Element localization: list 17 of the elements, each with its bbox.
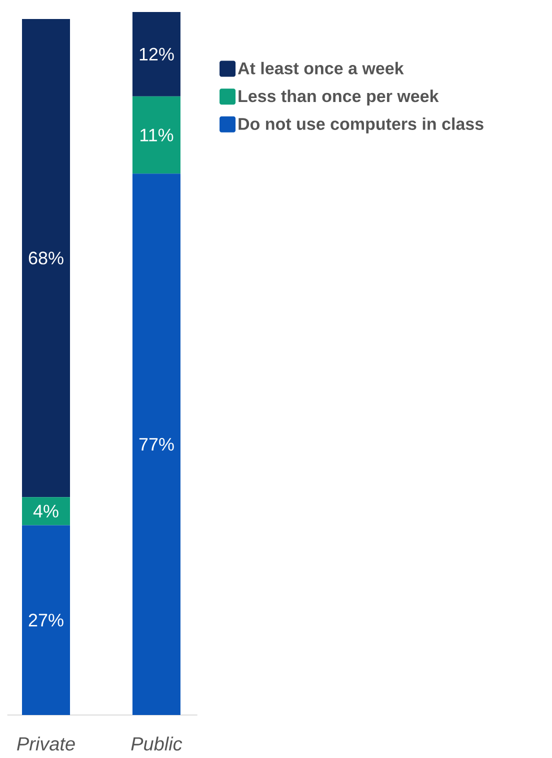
- data-label: 4%: [33, 504, 58, 518]
- x-tick-label: Public: [131, 736, 182, 751]
- data-label: 68%: [28, 252, 64, 264]
- bar: [22, 525, 70, 715]
- bar: [22, 19, 70, 498]
- bar: [132, 174, 180, 715]
- legend-label: Do not use computers in class: [238, 117, 484, 134]
- bar: [132, 12, 180, 96]
- bar: [22, 497, 70, 526]
- data-label: 27%: [28, 614, 64, 626]
- data-label: 11%: [140, 128, 174, 142]
- data-label: 12%: [140, 48, 174, 61]
- x-tick-label: Private: [17, 736, 75, 751]
- data-label: 77%: [139, 438, 174, 451]
- legend-label: Less than once per week: [238, 90, 439, 106]
- bar: [132, 96, 180, 174]
- legend-label: At least once a week: [238, 62, 404, 74]
